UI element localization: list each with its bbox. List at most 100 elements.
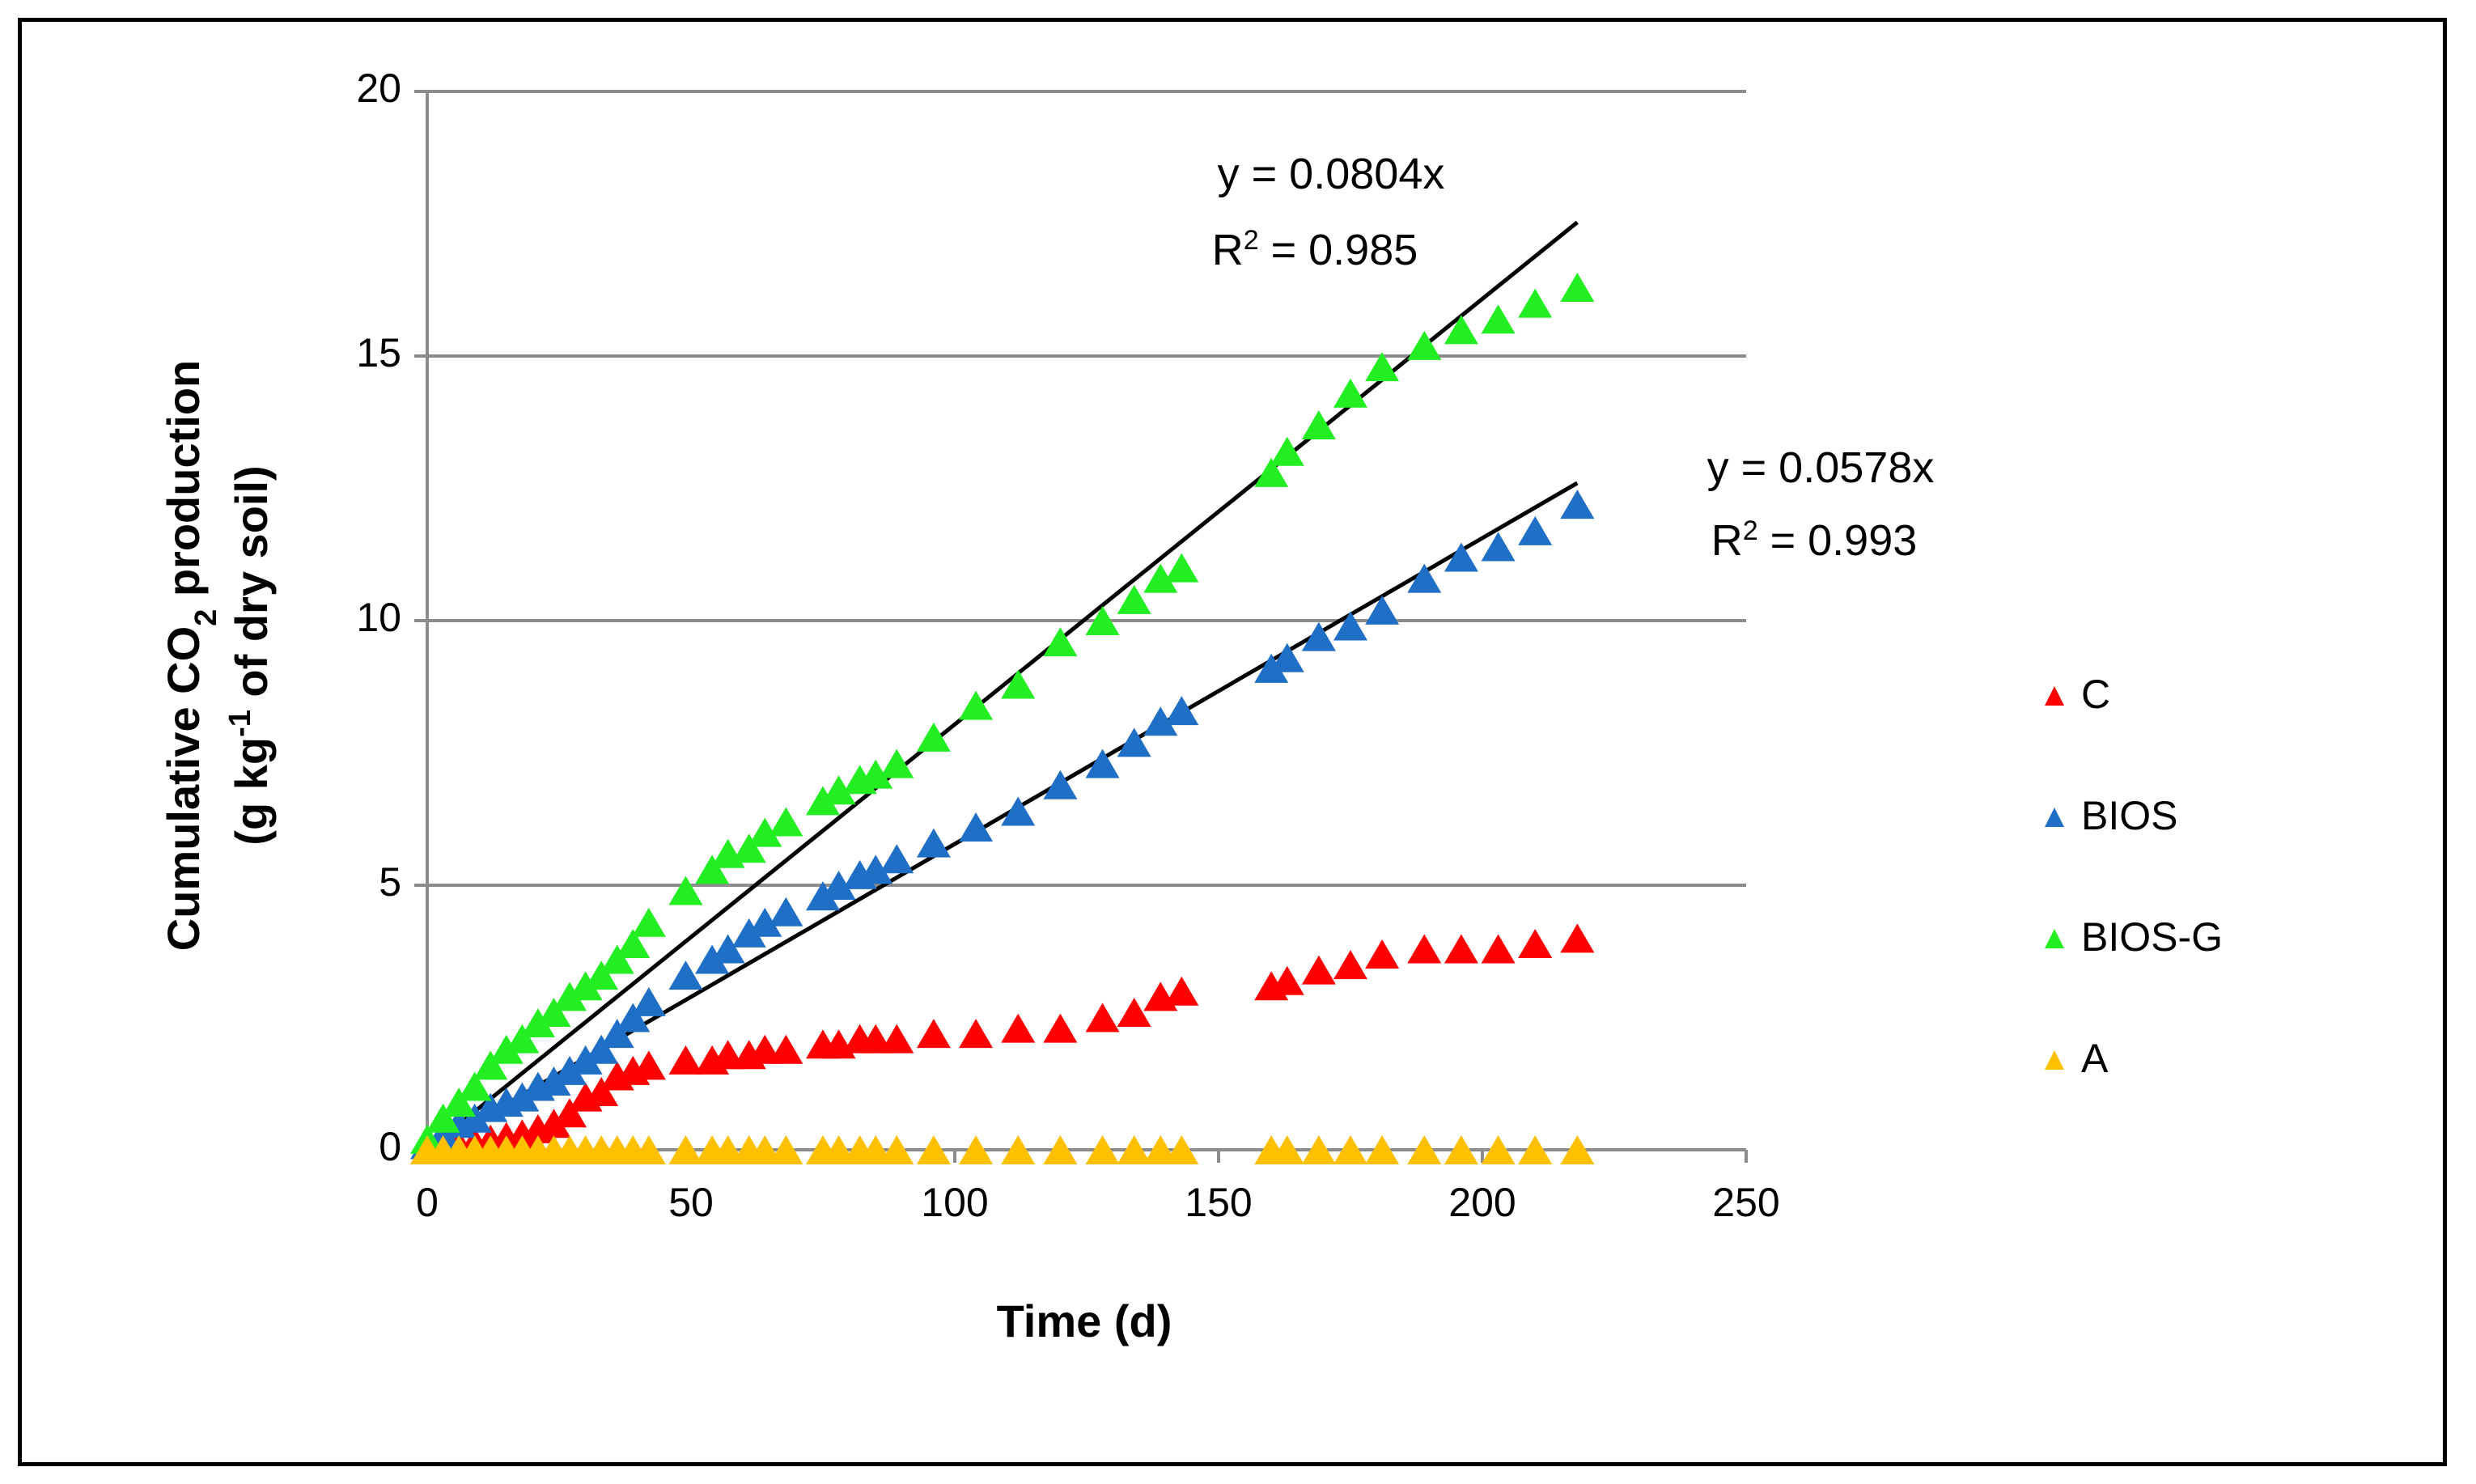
point-bios-g-10 xyxy=(568,971,603,1001)
point-bios-g-1 xyxy=(426,1103,460,1133)
point-bios-g-20 xyxy=(769,807,803,837)
point-bios-g-13 xyxy=(616,928,651,958)
point-bios-g-24 xyxy=(859,759,893,789)
point-c-43 xyxy=(1560,923,1595,953)
trendline-1-r2: R2 = 0.985 xyxy=(1212,225,1418,274)
point-bios-g-30 xyxy=(1085,606,1120,635)
x-tick-label-150: 150 xyxy=(1185,1180,1252,1225)
point-a-40 xyxy=(1444,1135,1478,1164)
point-c-35 xyxy=(1270,965,1304,995)
point-a-25 xyxy=(880,1135,914,1164)
point-c-14 xyxy=(631,1050,666,1080)
point-bios-20 xyxy=(769,897,803,926)
point-bios-16 xyxy=(695,944,730,974)
point-c-40 xyxy=(1444,934,1478,964)
point-bios-g-18 xyxy=(731,833,766,863)
point-bios-g-4 xyxy=(473,1050,508,1080)
point-c-15 xyxy=(668,1045,703,1075)
point-c-33 xyxy=(1164,976,1199,1006)
point-a-43 xyxy=(1560,1135,1595,1164)
point-bios-g-3 xyxy=(457,1071,492,1101)
point-a-14 xyxy=(631,1135,666,1164)
x-tick-label-200: 200 xyxy=(1448,1180,1516,1225)
point-bios-13 xyxy=(616,1003,651,1032)
point-c-29 xyxy=(1043,1013,1078,1043)
point-bios-27 xyxy=(959,812,994,842)
point-a-30 xyxy=(1085,1135,1120,1164)
point-bios-24 xyxy=(859,854,893,884)
point-c-37 xyxy=(1333,950,1367,980)
point-bios-32 xyxy=(1143,706,1178,736)
point-bios-g-38 xyxy=(1365,352,1400,382)
point-bios-g-36 xyxy=(1301,410,1336,440)
legend-label-a: A xyxy=(2081,1036,2109,1081)
point-bios-g-16 xyxy=(695,854,730,884)
point-a-29 xyxy=(1043,1135,1078,1164)
point-bios-25 xyxy=(880,844,914,874)
trendline-2-r2: R2 = 0.993 xyxy=(1711,515,1918,565)
point-bios-g-15 xyxy=(668,876,703,905)
point-c-27 xyxy=(959,1019,994,1049)
point-a-36 xyxy=(1301,1135,1336,1164)
y-tick-label-0: 0 xyxy=(379,1124,401,1169)
point-bios-19 xyxy=(748,907,782,937)
point-bios-g-40 xyxy=(1444,315,1478,345)
point-bios-30 xyxy=(1085,748,1120,778)
legend: C BIOS BIOS-G A xyxy=(2045,672,2223,1081)
point-a-31 xyxy=(1117,1135,1151,1164)
point-a-20 xyxy=(769,1135,803,1164)
legend-marker-c xyxy=(2045,686,2064,706)
point-c-39 xyxy=(1407,934,1442,964)
point-bios-g-6 xyxy=(505,1024,540,1054)
point-c-30 xyxy=(1085,1003,1120,1032)
point-bios-g-26 xyxy=(916,722,951,752)
point-bios-34 xyxy=(1254,653,1289,683)
point-bios-33 xyxy=(1164,696,1199,726)
chart-frame xyxy=(18,18,2447,1466)
point-bios-41 xyxy=(1481,532,1516,562)
x-tick-label-250: 250 xyxy=(1712,1180,1779,1225)
point-bios-8 xyxy=(536,1066,571,1096)
trendline-1-equation: y = 0.0804x xyxy=(1218,150,1445,198)
point-c-42 xyxy=(1518,928,1553,958)
point-bios-g-34 xyxy=(1254,457,1289,487)
point-bios-g-19 xyxy=(748,817,782,847)
gridlines xyxy=(427,90,1746,887)
point-bios-39 xyxy=(1407,563,1442,593)
point-bios-g-41 xyxy=(1481,304,1516,334)
point-a-42 xyxy=(1518,1135,1553,1164)
data-points xyxy=(410,272,1595,1164)
point-c-36 xyxy=(1301,955,1336,985)
point-bios-g-39 xyxy=(1407,330,1442,360)
point-bios-g-25 xyxy=(880,748,914,778)
point-c-11 xyxy=(584,1077,619,1107)
point-bios-g-28 xyxy=(1001,669,1036,699)
point-bios-29 xyxy=(1043,770,1078,799)
point-c-38 xyxy=(1365,939,1400,969)
point-bios-37 xyxy=(1333,611,1367,641)
point-bios-35 xyxy=(1270,642,1304,672)
point-c-20 xyxy=(769,1034,803,1064)
point-c-28 xyxy=(1001,1013,1036,1043)
legend-label-bios-g: BIOS-G xyxy=(2081,914,2223,960)
point-a-38 xyxy=(1365,1135,1400,1164)
legend-item-bios-g: BIOS-G xyxy=(2045,914,2223,960)
legend-label-c: C xyxy=(2081,672,2110,717)
x-tick-label-0: 0 xyxy=(416,1180,439,1225)
x-tick-label-100: 100 xyxy=(921,1180,988,1225)
y-tick-label-5: 5 xyxy=(379,859,401,905)
point-bios-g-8 xyxy=(536,997,571,1027)
point-bios-g-31 xyxy=(1117,584,1151,614)
point-bios-9 xyxy=(553,1055,587,1085)
point-bios-22 xyxy=(821,871,856,900)
legend-item-bios: BIOS xyxy=(2045,793,2177,838)
point-bios-g-12 xyxy=(600,944,634,974)
point-bios-21 xyxy=(806,881,840,911)
point-bios-g-27 xyxy=(959,690,994,720)
y-tick-label-10: 10 xyxy=(356,595,401,640)
point-a-39 xyxy=(1407,1135,1442,1164)
point-bios-26 xyxy=(916,828,951,858)
point-bios-36 xyxy=(1301,621,1336,651)
